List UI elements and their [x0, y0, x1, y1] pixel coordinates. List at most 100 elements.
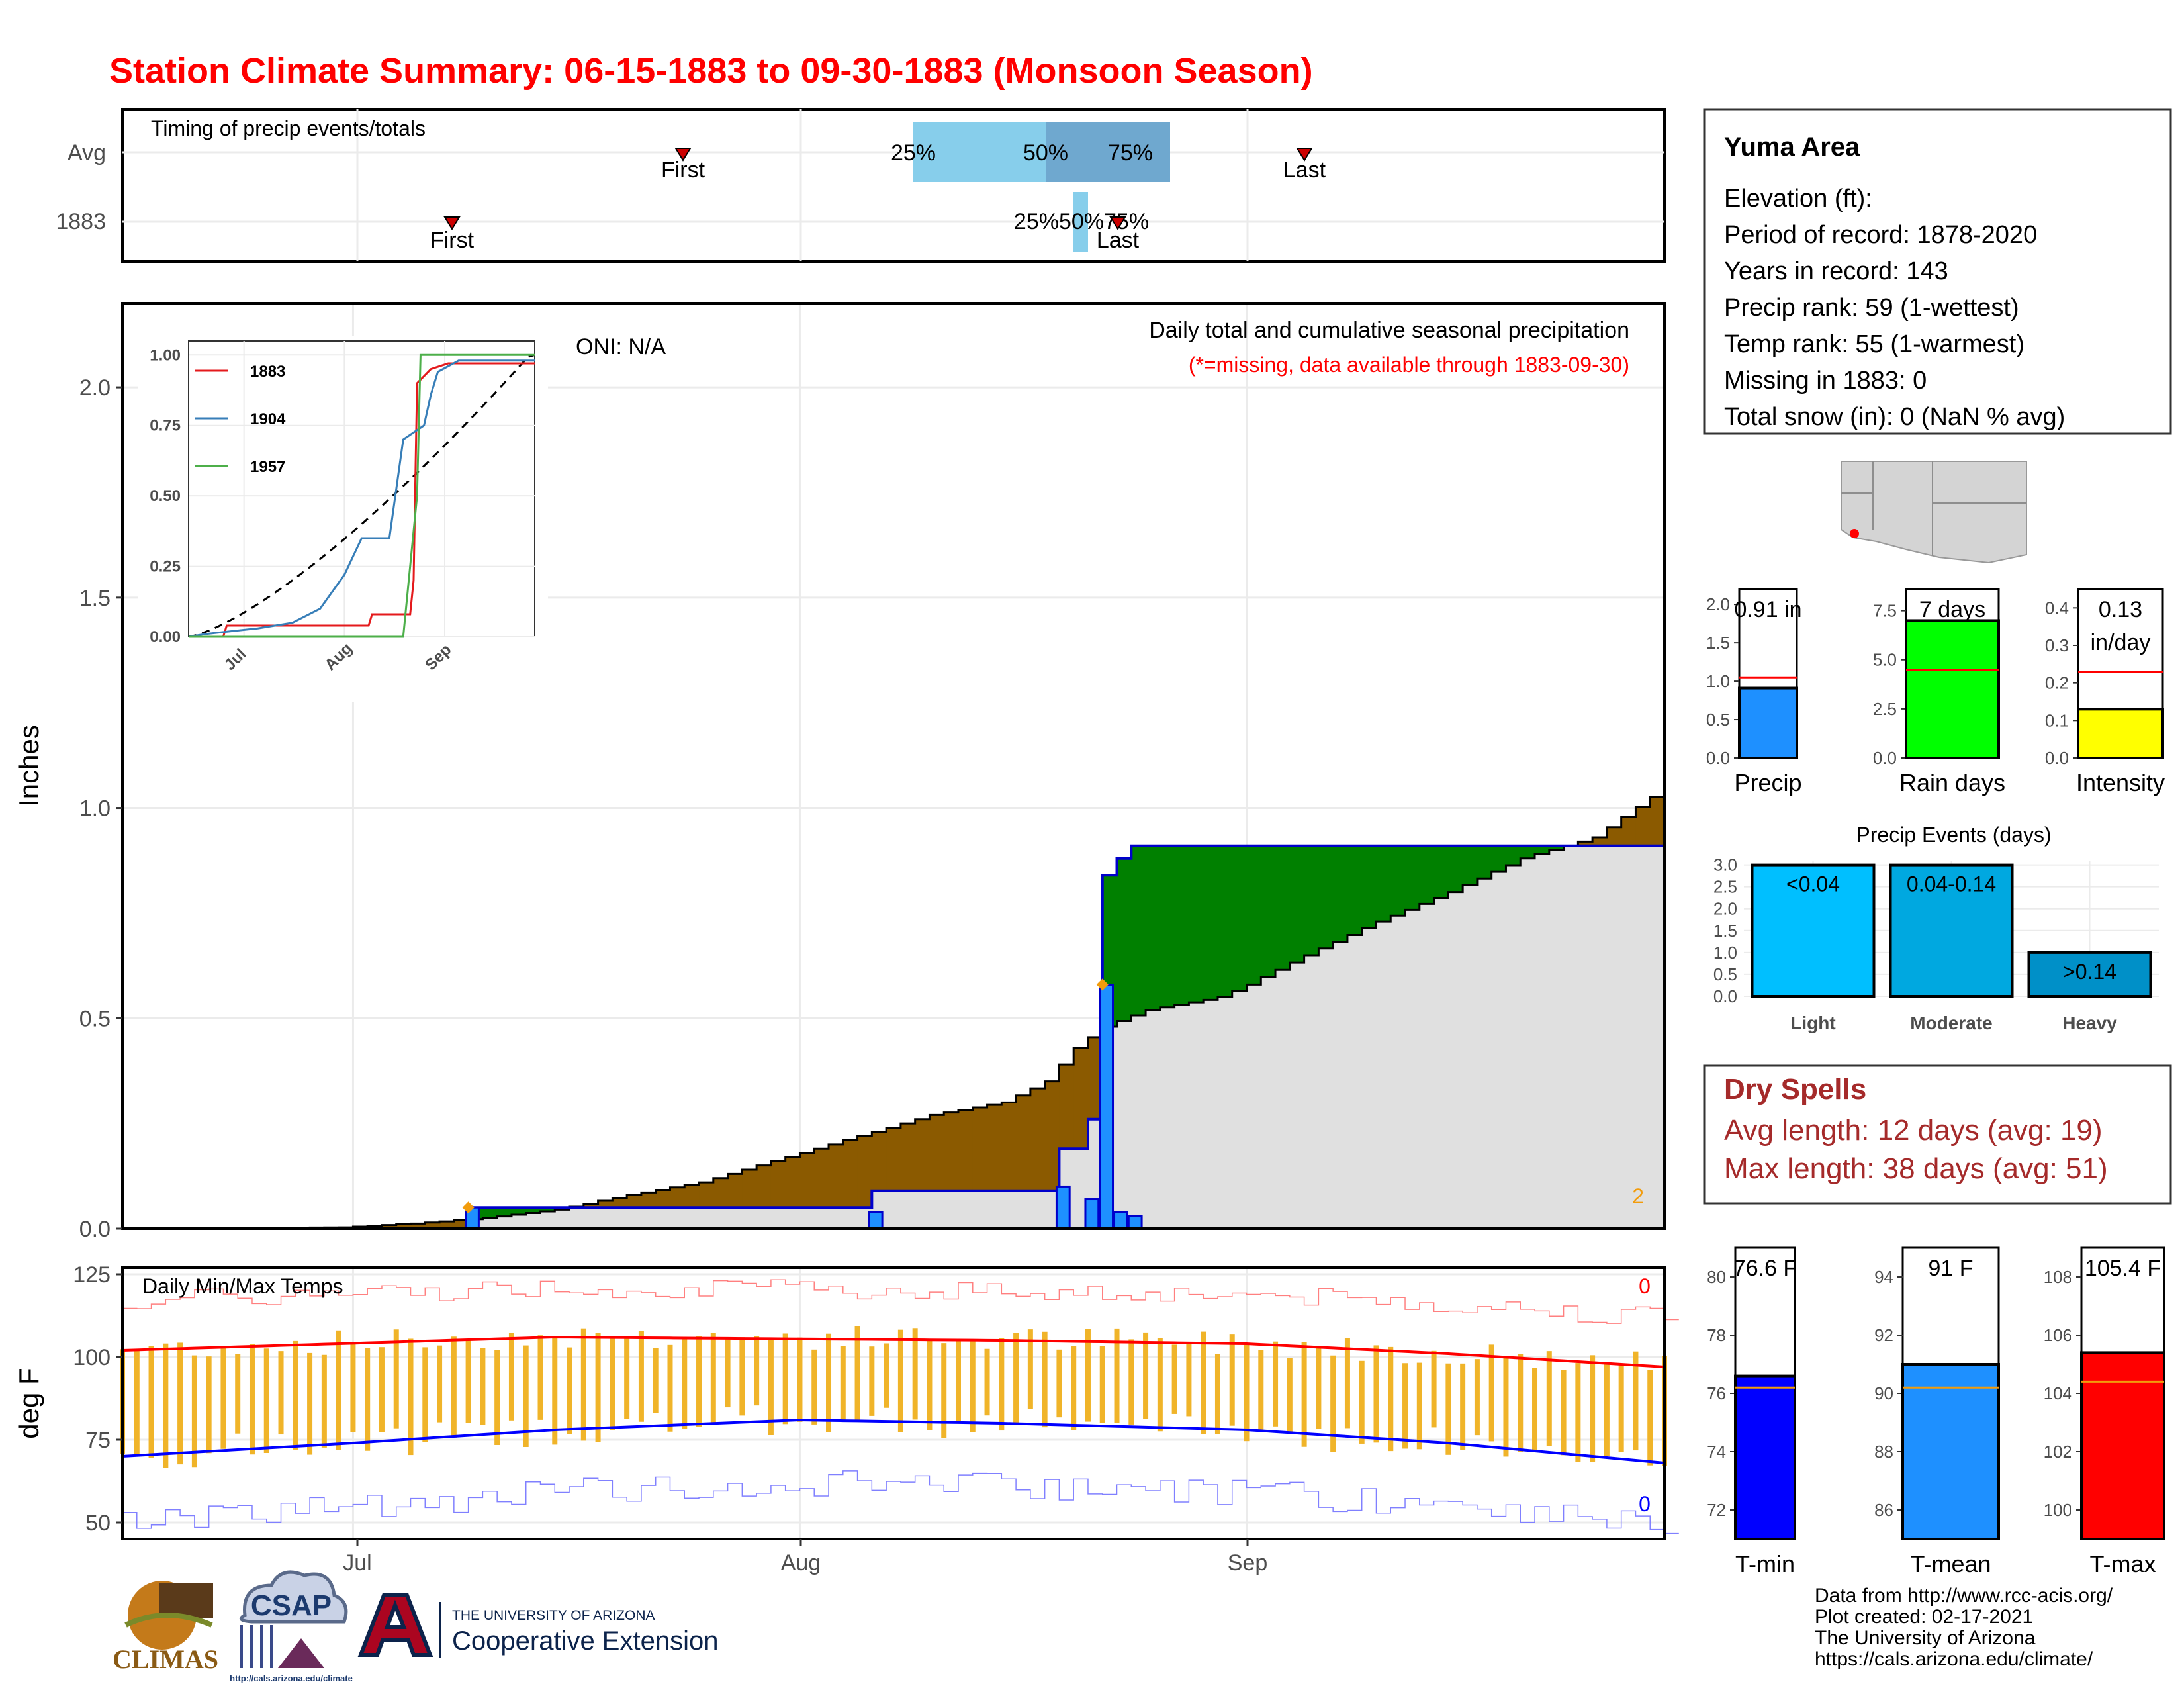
- tmean-summary-value-label: 91 F: [1928, 1256, 1973, 1281]
- daily-temp-bar: [177, 1342, 183, 1465]
- daily-temp-bar: [884, 1343, 889, 1408]
- daily-temp-bar: [1244, 1343, 1250, 1442]
- temps-min-count: 0: [1639, 1492, 1651, 1516]
- below-average-deficit: [612, 1197, 627, 1208]
- events-chart: 0.00.5 1.0 1.52.02.53.0 <0.04 Light 0.04-0.14…: [1713, 855, 2159, 1033]
- temps-y-label: deg F: [13, 1368, 44, 1438]
- above-average-surplus: [1390, 845, 1406, 916]
- inset-line-1957: [189, 353, 535, 638]
- climas-text: CLIMAS: [113, 1644, 218, 1674]
- below-average-deficit: [425, 1222, 440, 1229]
- daily-temp-bar: [494, 1350, 500, 1445]
- events-bar-heavy: [2027, 951, 2152, 998]
- above-average-surplus: [525, 1207, 541, 1213]
- csap-logo: CSAP http://cals.arizona.edu/climate: [230, 1570, 353, 1683]
- daily-temp-bar: [999, 1338, 1005, 1431]
- inset-y-tick-label: 1.00: [150, 346, 181, 364]
- avg-q75-label: 75%: [1108, 140, 1153, 165]
- avg-max-temp-line: [122, 1335, 1665, 1368]
- daily-temp-bar: [148, 1346, 154, 1458]
- daily-temp-bar: [1214, 1354, 1220, 1434]
- tmin-summary-axis-label: T-min: [1735, 1550, 1795, 1577]
- intensity-summary-axis-label: Intensity: [2076, 769, 2165, 796]
- daily-temp-bar: [682, 1338, 688, 1429]
- daily-temp-bar: [1344, 1338, 1350, 1429]
- daily-temp-bar: [508, 1333, 514, 1421]
- avg-q25-label: 25%: [891, 140, 936, 165]
- daily-temp-bar: [1488, 1344, 1494, 1442]
- below-average-deficit: [886, 1127, 901, 1191]
- info-line-period: Period of record: 1878-2020: [1724, 221, 2037, 249]
- record-max-line: [122, 1279, 1679, 1324]
- daily-temp-bar: [408, 1338, 414, 1456]
- daily-temp-bar: [638, 1331, 644, 1422]
- intensity-summary-tick-label: 0.4: [2045, 598, 2069, 618]
- above-average-surplus: [1246, 845, 1261, 985]
- tmean-summary-tick-label: 94: [1874, 1267, 1893, 1287]
- daily-temp-bar: [1099, 1346, 1105, 1423]
- rain-days-summary-value-bar: [1905, 619, 2000, 759]
- daily-temp-bar: [667, 1344, 673, 1432]
- daily-temp-bar: [1503, 1356, 1509, 1457]
- avg-min-temp-line: [122, 1418, 1665, 1464]
- below-average-deficit: [742, 1170, 757, 1208]
- daily-temp-bar: [826, 1333, 832, 1432]
- rain-days-summary-tick-label: 2.5: [1873, 699, 1897, 719]
- y1883-last-label: Last: [1097, 228, 1140, 253]
- credit-university: The University of Arizona: [1815, 1627, 2036, 1649]
- dry-spells-max: Max length: 38 days (avg: 51): [1724, 1152, 2108, 1185]
- daily-temp-bar: [1604, 1363, 1610, 1456]
- avg-last-label: Last: [1283, 158, 1326, 183]
- daily-temp-bar: [1171, 1344, 1177, 1414]
- max-daily-marker: [1096, 978, 1109, 991]
- dry-spells-frame: [1703, 1064, 2172, 1205]
- daily-temp-bar: [941, 1343, 947, 1438]
- events-category-label: Heavy: [2062, 1013, 2117, 1033]
- daily-temp-bar: [854, 1326, 860, 1421]
- events-title: Precip Events (days): [1856, 823, 2051, 847]
- tmin-summary-tick-label: 76: [1707, 1383, 1726, 1403]
- y1883-last-marker: [1109, 216, 1126, 230]
- below-average-deficit: [670, 1187, 685, 1208]
- daily-temp-bar: [1532, 1368, 1538, 1452]
- daily-temp-bar: [624, 1337, 630, 1419]
- tmin-summary-tick-label: 72: [1707, 1500, 1726, 1520]
- precip-summary-tick-label: 1.5: [1706, 633, 1730, 653]
- below-average-deficit: [439, 1221, 455, 1229]
- intensity-summary-tick-label: 0.1: [2045, 710, 2069, 730]
- above-average-surplus: [1448, 845, 1463, 892]
- above-average-surplus: [1232, 845, 1248, 991]
- tmin-summary-tick-label: 74: [1707, 1442, 1726, 1462]
- below-average-deficit: [857, 1136, 872, 1208]
- tmax-summary-tick-label: 108: [2044, 1267, 2072, 1287]
- below-average-deficit: [799, 1152, 815, 1208]
- daily-temp-bar: [595, 1333, 601, 1442]
- events-tick-label: 0.0: [1713, 986, 1737, 1006]
- below-average-deficit: [410, 1223, 426, 1229]
- daily-temp-bar: [955, 1340, 961, 1421]
- daily-temp-bar: [984, 1348, 990, 1416]
- info-frame: [1703, 108, 2172, 435]
- daily-temp-bar: [1229, 1334, 1235, 1426]
- avg-q50-label: 50%: [1023, 140, 1068, 165]
- tmin-summary-value-bar: [1734, 1374, 1796, 1541]
- below-average-deficit: [1578, 841, 1593, 846]
- timing-panel: Timing of precip events/totals Avg 1883 …: [56, 108, 1666, 263]
- info-line-elevation: Elevation (ft):: [1724, 185, 1872, 212]
- daily-temp-bar: [1143, 1332, 1149, 1419]
- tmin-summary-value-label: 76.6 F: [1733, 1256, 1797, 1281]
- daily-temp-bar: [1561, 1370, 1567, 1456]
- csap-url: http://cals.arizona.edu/climate: [230, 1673, 353, 1683]
- inset-legend-label-1957: 1957: [250, 458, 285, 476]
- rain-days-summary-tick-label: 7.5: [1873, 601, 1897, 621]
- daily-temp-bar: [1301, 1342, 1307, 1447]
- daily-temp-bar: [653, 1348, 659, 1413]
- avg-quartile-q25-q50: [913, 122, 1046, 182]
- ua-line1: THE UNIVERSITY OF ARIZONA: [452, 1608, 655, 1623]
- daily-temp-bar: [1114, 1328, 1120, 1423]
- daily-temp-bar: [1575, 1363, 1581, 1462]
- season-summary-bars: 0.00.51.01.52.0 0.91 inPrecip0.02.55.07.5…: [1706, 588, 2165, 796]
- tmean-summary-tick-label: 92: [1874, 1325, 1893, 1345]
- below-average-deficit: [1044, 1081, 1060, 1191]
